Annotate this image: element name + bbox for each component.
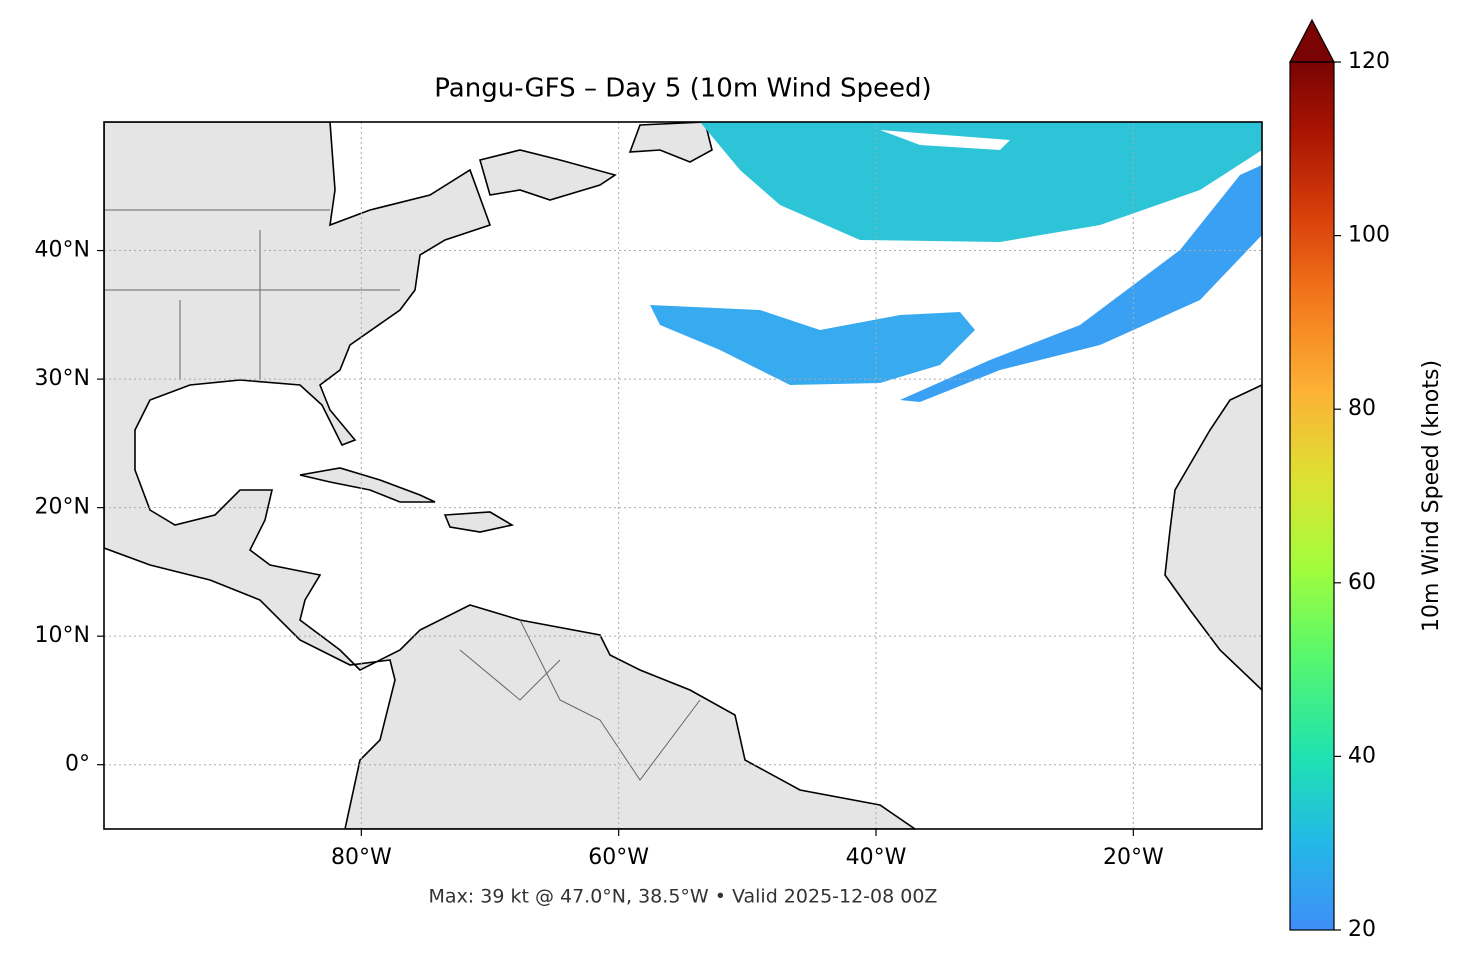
y-tick-label: 10°N [35,623,90,648]
colorbar-extend [1289,18,1335,63]
y-tick-label: 30°N [35,366,90,391]
x-tick-label: 80°W [331,845,392,870]
colorbar-label: 10m Wind Speed (knots) [1419,360,1444,632]
wind-swath [700,122,1262,242]
x-tick-label: 20°W [1103,845,1164,870]
map-frame [103,121,1263,830]
colorbar-tick-label: 20 [1348,917,1376,942]
wind-streak [900,165,1262,402]
colorbar-tick-label: 60 [1348,570,1376,595]
hispaniola [443,511,515,533]
map-title: Pangu-GFS – Day 5 (10m Wind Speed) [434,74,931,104]
cuba [299,467,436,503]
colorbar-tick-label: 40 [1348,743,1376,768]
maritimes [479,149,617,201]
wind-gap [880,130,1010,150]
map-area [104,122,1262,829]
colorbar-frame [1289,61,1335,931]
footnote: Max: 39 kt @ 47.0°N, 38.5°W • Valid 2025… [429,886,938,908]
americas [104,122,917,829]
colorbar-tick-label: 100 [1348,223,1390,248]
y-tick-label: 0° [65,752,90,777]
x-tick-label: 60°W [588,845,649,870]
colorbar [1290,62,1334,930]
newfoundland [628,122,713,163]
colorbar-tick-label: 120 [1348,49,1390,74]
borders [104,209,701,781]
y-tick-label: 40°N [35,238,90,263]
africa [1164,384,1262,692]
y-tick-label: 20°N [35,495,90,520]
wind-band [650,305,975,385]
x-tick-label: 40°W [846,845,907,870]
colorbar-tick-label: 80 [1348,396,1376,421]
